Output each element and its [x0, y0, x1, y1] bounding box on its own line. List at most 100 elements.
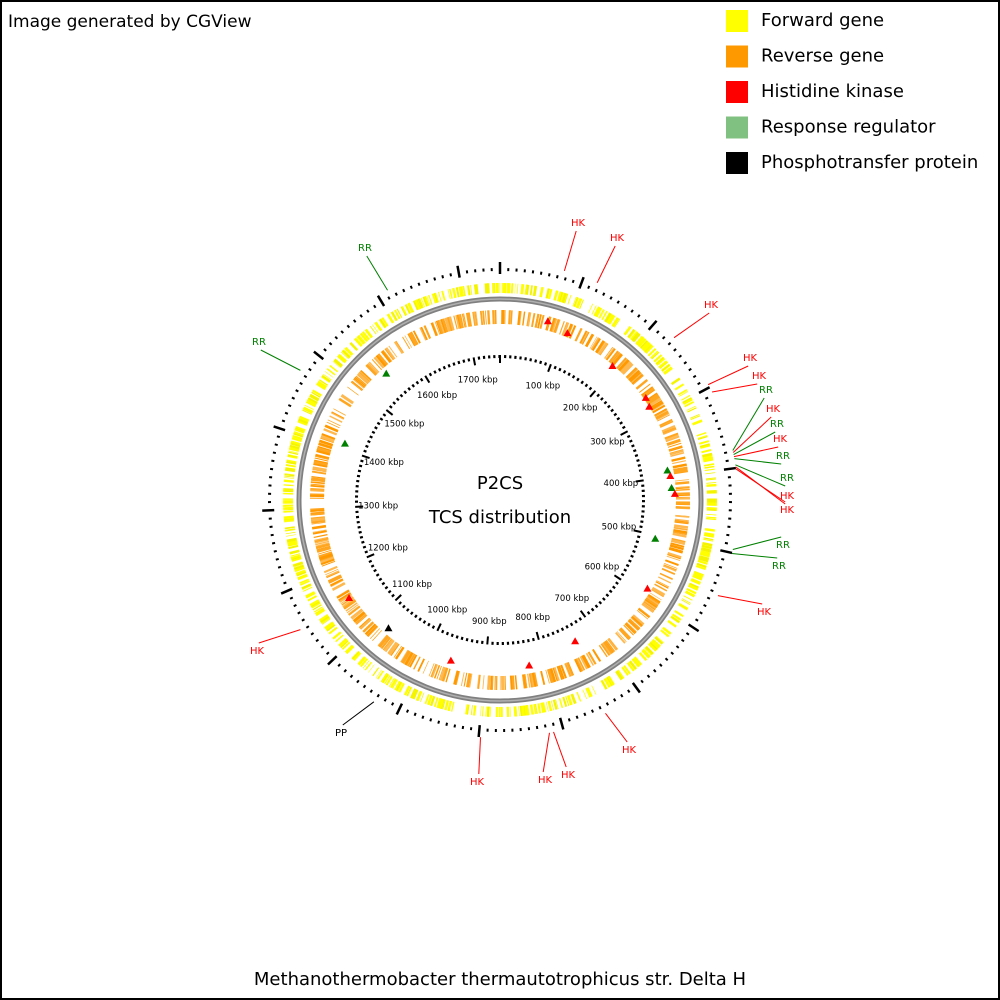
gene-stripe [632, 614, 645, 626]
gene-stripe [472, 705, 477, 716]
gene-stripe [283, 510, 294, 513]
gene-stripe [466, 673, 472, 688]
outer-tick [456, 265, 461, 278]
outer-tick [647, 319, 658, 331]
ruler-tick [625, 563, 630, 568]
outer-tick [275, 557, 279, 561]
gene-stripe [393, 645, 403, 658]
outer-tick [723, 466, 737, 471]
gene-stripe [580, 331, 590, 345]
outer-tick [575, 715, 579, 719]
gene-stripe [310, 601, 320, 608]
gene-stripe [605, 347, 616, 360]
gene-stripe [614, 318, 621, 328]
gene-stripe [377, 634, 388, 646]
gene-stripe [581, 654, 591, 669]
gene-stripe [552, 667, 558, 682]
outer-tick [433, 277, 437, 281]
gene-stripe [644, 345, 654, 354]
outer-tick [308, 367, 312, 372]
gene-stripe [407, 333, 416, 347]
gene-stripe [296, 571, 307, 577]
gene-stripe [290, 555, 301, 560]
gene-stripe [428, 663, 435, 677]
gene-stripe [351, 650, 359, 659]
gene-stripe [445, 668, 451, 683]
gene-stripe [441, 318, 449, 333]
gene-stripe [490, 675, 493, 690]
outer-tick [716, 573, 720, 577]
feature-label: HK [470, 777, 485, 788]
gene-stripe [364, 329, 373, 339]
gene-stripe [647, 593, 661, 604]
gene-stripe [521, 705, 525, 716]
gene-stripe [340, 394, 354, 405]
gene-stripe [674, 383, 685, 391]
outer-tick [301, 618, 305, 622]
gene-stripe [510, 675, 514, 690]
gene-stripe [678, 604, 688, 611]
gene-stripe [615, 632, 626, 644]
outer-tick [334, 335, 339, 340]
gene-stripe [703, 533, 715, 538]
gene-stripe [475, 284, 479, 295]
ruler-tick [524, 357, 527, 361]
ruler-tick [638, 469, 643, 472]
outer-tick [297, 611, 301, 615]
ruler-label: 200 kbp [563, 404, 598, 414]
feature-marker [645, 402, 654, 410]
gene-stripe [447, 289, 451, 300]
gene-stripe [517, 310, 521, 326]
feature-label: HK [743, 353, 758, 364]
gene-stripe [311, 602, 321, 609]
ruler-tick [535, 631, 540, 640]
gene-stripe [521, 284, 525, 295]
ruler-label: 1000 kbp [427, 606, 467, 616]
gene-stripe [344, 644, 353, 653]
gene-stripe [655, 356, 664, 364]
ruler-tick [594, 604, 599, 609]
gene-stripe [303, 406, 314, 414]
ruler-tick [628, 559, 632, 563]
gene-stripe [605, 313, 613, 324]
feature-leader [711, 383, 758, 393]
gene-stripe [334, 358, 344, 367]
gene-stripe [566, 662, 574, 676]
gene-stripe [600, 679, 608, 690]
gene-stripe [631, 616, 643, 627]
gene-stripe [311, 476, 326, 479]
gene-stripe [384, 675, 391, 684]
gene-stripe [645, 645, 654, 655]
gene-stripe [328, 575, 343, 584]
gene-stripe [329, 364, 339, 373]
outer-tick [725, 459, 729, 463]
gene-stripe [650, 642, 658, 650]
gene-stripe [294, 567, 305, 572]
ruler-tick [567, 372, 571, 377]
gene-stripe [372, 359, 382, 370]
gene-stripe [315, 453, 330, 458]
gene-stripe [545, 701, 549, 712]
gene-stripe [287, 539, 298, 544]
gene-stripe [671, 537, 686, 544]
ruler-tick [630, 554, 634, 558]
gene-stripe [600, 643, 611, 656]
gene-stripe [628, 369, 640, 381]
gene-stripe [689, 582, 699, 589]
gene-stripe [294, 427, 305, 433]
gene-stripe [672, 532, 687, 538]
gene-stripe [313, 460, 328, 466]
feature-marker [641, 393, 650, 401]
gene-stripe [420, 297, 426, 308]
gene-stripe [385, 675, 393, 686]
gene-stripe [430, 663, 437, 678]
ruler-tick [596, 393, 601, 398]
gene-stripe [438, 666, 444, 681]
gene-stripe [284, 473, 295, 477]
ruler-tick [639, 525, 643, 529]
ruler-tick [409, 611, 414, 616]
ruler-tick [632, 549, 636, 554]
gene-stripe [382, 349, 393, 362]
gene-stripe [435, 320, 442, 335]
gene-stripe [562, 696, 568, 707]
